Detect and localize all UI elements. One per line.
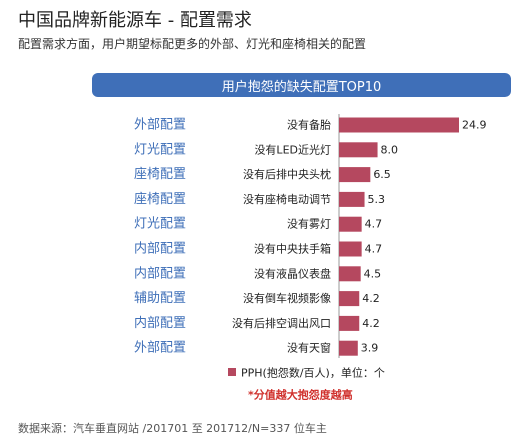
legend-swatch	[228, 368, 236, 376]
value-label: 8.0	[381, 143, 399, 156]
bar	[339, 241, 362, 257]
bar	[339, 315, 360, 331]
category-label: 没有备胎	[287, 118, 331, 132]
value-label: 5.3	[368, 193, 386, 206]
bar	[339, 117, 459, 133]
category-label: 没有液晶仪表盘	[254, 266, 331, 280]
category-label: 没有倒车视频影像	[243, 291, 331, 305]
value-label: 24.9	[462, 119, 487, 132]
value-label: 4.7	[365, 243, 383, 256]
category-group-label: 灯光配置	[134, 217, 186, 232]
category-group-label: 灯光配置	[134, 142, 186, 157]
bar	[339, 340, 358, 356]
category-label: 没有雾灯	[287, 217, 331, 231]
category-label: 没有LED近光灯	[254, 142, 331, 156]
category-label: 没有座椅电动调节	[243, 192, 331, 206]
bar	[339, 216, 362, 232]
source-footnote: 数据来源：汽车垂直网站 /201701 至 201712/N=337 位车主	[18, 422, 327, 435]
value-label: 4.2	[362, 317, 380, 330]
category-group-label: 座椅配置	[134, 192, 186, 207]
page-subtitle: 配置需求方面，用户期望标配更多的外部、灯光和座椅相关的配置	[18, 37, 367, 51]
legend-label: PPH(抱怨数/百人)，单位：个	[241, 366, 385, 380]
chart-title: 用户抱怨的缺失配置TOP10	[221, 79, 382, 95]
category-group-label: 座椅配置	[134, 167, 186, 182]
value-label: 4.2	[362, 292, 380, 305]
page-title: 中国品牌新能源车 - 配置需求	[18, 10, 252, 31]
category-label: 没有后排空调出风口	[232, 316, 331, 330]
category-label: 没有后排中央头枕	[243, 167, 331, 181]
bar	[339, 291, 360, 307]
category-group-label: 辅助配置	[134, 291, 186, 306]
value-label: 3.9	[361, 342, 379, 355]
bar	[339, 266, 361, 282]
value-label: 4.7	[365, 218, 383, 231]
bar	[339, 191, 365, 207]
category-label: 没有中央扶手箱	[254, 242, 331, 256]
category-group-label: 内部配置	[134, 265, 186, 281]
category-group-label: 内部配置	[134, 241, 186, 257]
value-label: 4.5	[364, 267, 382, 280]
value-label: 6.5	[373, 168, 391, 181]
bar	[339, 167, 371, 183]
chart-note: *分值越大抱怨度越高	[248, 388, 353, 402]
category-group-label: 外部配置	[134, 118, 186, 133]
category-label: 没有天窗	[287, 341, 331, 355]
bar	[339, 142, 378, 158]
category-group-label: 外部配置	[134, 341, 186, 356]
category-group-label: 内部配置	[134, 315, 186, 331]
chart-title-banner: 用户抱怨的缺失配置TOP10	[92, 73, 511, 97]
